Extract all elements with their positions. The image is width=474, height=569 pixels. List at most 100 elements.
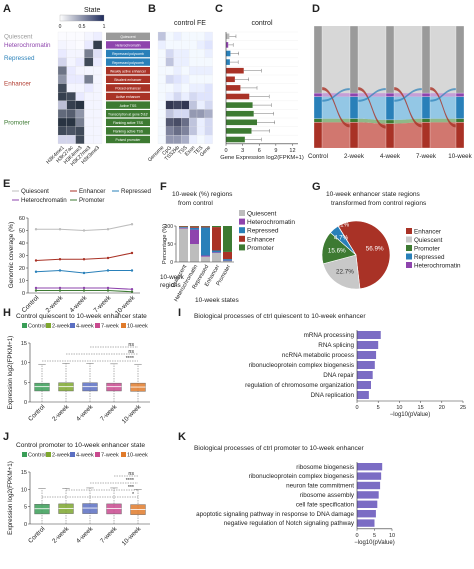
state-label-box bbox=[106, 49, 150, 58]
category-label: ribosome biogenesis bbox=[296, 464, 354, 471]
y-tick-label: 10 bbox=[21, 361, 27, 367]
color-scale-bar bbox=[59, 14, 105, 22]
panel-title: Control quiescent to 10-week enhancer st… bbox=[16, 313, 147, 320]
stacked-bar-segment bbox=[201, 227, 210, 256]
stacked-bar-segment bbox=[223, 260, 232, 262]
heatmap-cell bbox=[165, 74, 174, 84]
legend-label: 10-week bbox=[127, 453, 148, 459]
pie-value-label: 56.9% bbox=[366, 246, 384, 253]
heatmap-cell bbox=[57, 57, 67, 67]
heatmap-column-label: CpG bbox=[161, 145, 173, 157]
heatmap-cell bbox=[57, 117, 67, 127]
x-tick-label: 0 bbox=[355, 405, 358, 411]
heatmap-cell bbox=[204, 49, 213, 58]
data-point bbox=[130, 269, 134, 272]
stacked-bar-segment bbox=[201, 226, 210, 228]
heatmap-cell bbox=[84, 135, 94, 144]
bar bbox=[226, 136, 245, 143]
state-label-box bbox=[106, 118, 150, 126]
heatmap-cell bbox=[196, 100, 205, 110]
heatmap-cell bbox=[181, 117, 190, 127]
heatmap-cell bbox=[157, 135, 166, 144]
x-tick-label: 2-week bbox=[45, 294, 65, 314]
x-tick-label: 0 bbox=[224, 148, 227, 154]
heatmap-cell bbox=[196, 135, 205, 144]
panel-letter-B: B bbox=[148, 3, 156, 15]
state-label: Heterochromatin bbox=[115, 44, 140, 48]
alluvial-node bbox=[313, 118, 323, 123]
bar bbox=[357, 361, 375, 369]
alluvial-flow bbox=[322, 26, 350, 94]
alluvial-node bbox=[349, 122, 359, 149]
bar bbox=[357, 510, 376, 518]
significance-label: ns bbox=[128, 471, 134, 477]
category-label: negative regulation of Notch signaling p… bbox=[224, 520, 355, 527]
heatmap-cell bbox=[189, 100, 198, 110]
stacked-bar-segment bbox=[212, 253, 221, 262]
heatmap-cell bbox=[181, 49, 190, 58]
x-tick-label: 15 bbox=[418, 405, 424, 411]
alluvial-transition bbox=[394, 88, 422, 102]
legend-label: 2-week bbox=[52, 324, 70, 330]
legend-swatch bbox=[22, 323, 27, 328]
heatmap-cell bbox=[75, 109, 85, 119]
alluvial-transition bbox=[322, 87, 350, 128]
heatmap-cell bbox=[57, 135, 67, 144]
state-label-box bbox=[106, 127, 150, 135]
y-tick-label: 0 bbox=[24, 522, 27, 528]
alluvial-node bbox=[385, 92, 395, 97]
heatmap-cell bbox=[84, 92, 94, 101]
heatmap-cell bbox=[181, 135, 190, 144]
data-point bbox=[82, 286, 86, 290]
heatmap-cell bbox=[204, 83, 213, 93]
state-label: Repressed polycomb bbox=[112, 61, 144, 65]
heatmap-cell bbox=[157, 83, 166, 93]
heatmap-cell bbox=[181, 100, 190, 110]
alluvial-node bbox=[385, 25, 395, 94]
panel-title: Biological processes of ctrl promoter to… bbox=[194, 445, 364, 452]
panel-letter-K: K bbox=[178, 431, 186, 443]
bar bbox=[226, 93, 250, 100]
alluvial-node bbox=[313, 25, 323, 94]
heatmap-cell bbox=[75, 117, 85, 127]
bar bbox=[357, 491, 379, 499]
panel-title: Control promoter to 10-week enhancer sta… bbox=[16, 442, 145, 449]
heatmap-cell bbox=[57, 126, 67, 136]
legend-swatch bbox=[406, 253, 412, 260]
pie-value-label: 4.7% bbox=[334, 234, 349, 241]
alluvial-node bbox=[421, 118, 431, 123]
data-point bbox=[34, 259, 38, 262]
alluvial-node bbox=[349, 96, 359, 119]
panel-letter-J: J bbox=[3, 431, 9, 443]
y-tick-label: 50 bbox=[167, 242, 173, 248]
alluvial-node bbox=[455, 118, 465, 123]
x-tick-label: Control bbox=[21, 294, 41, 314]
heatmap-column-label: TES bbox=[193, 145, 205, 157]
data-point bbox=[130, 251, 134, 255]
stacked-bar-segment bbox=[190, 226, 199, 228]
bar bbox=[357, 391, 369, 399]
stacked-bar-segment bbox=[201, 256, 210, 262]
legend-label: Repressed bbox=[247, 228, 279, 235]
x-tick-label: 2-week bbox=[51, 403, 71, 423]
panel-title: from control bbox=[178, 200, 213, 207]
significance-label: *** bbox=[128, 485, 134, 491]
heatmap-cell bbox=[196, 83, 205, 93]
panel-title: transformed from control regions bbox=[331, 200, 427, 207]
heatmap-cell bbox=[84, 117, 94, 127]
heatmap-cell bbox=[173, 40, 182, 50]
stacked-bar-segment bbox=[179, 228, 188, 262]
x-tick-label: 2-week bbox=[51, 525, 71, 545]
heatmap-cell bbox=[66, 40, 76, 50]
heatmap-cell bbox=[173, 135, 182, 144]
heatmap-cell bbox=[173, 74, 182, 84]
alluvial-node bbox=[313, 122, 323, 149]
heatmap-cell bbox=[66, 109, 76, 119]
y-tick-label: 60 bbox=[19, 216, 25, 222]
state-label-box bbox=[106, 58, 150, 66]
panel-letter-C: C bbox=[215, 3, 223, 15]
heatmap-cell bbox=[189, 57, 198, 67]
heatmap-cell bbox=[93, 100, 103, 110]
data-point bbox=[82, 271, 86, 275]
heatmap-cell bbox=[84, 74, 94, 84]
